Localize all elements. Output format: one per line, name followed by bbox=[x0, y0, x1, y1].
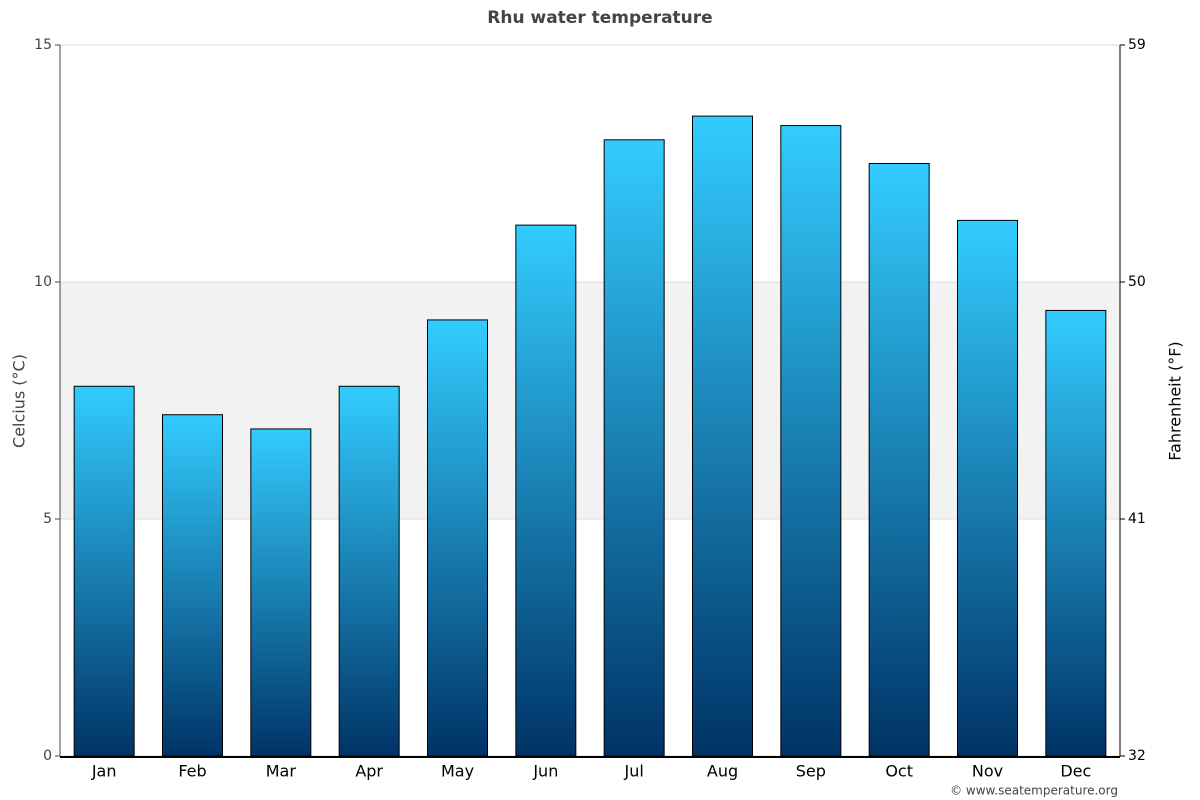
y2-tick-label: 41 bbox=[1128, 511, 1146, 527]
y2-tick-label: 59 bbox=[1128, 37, 1146, 53]
y2-tick-label: 50 bbox=[1128, 274, 1146, 290]
bar bbox=[692, 115, 753, 757]
x-tick-label: Mar bbox=[266, 762, 297, 781]
y-tick-label: 0 bbox=[43, 748, 52, 764]
x-tick-label: Apr bbox=[355, 762, 383, 781]
x-tick-label: Jan bbox=[91, 762, 117, 781]
x-tick-label: Jul bbox=[624, 762, 644, 781]
shaded-band bbox=[60, 282, 1120, 519]
y-tick-label: 10 bbox=[34, 274, 52, 290]
x-tick-label: Nov bbox=[972, 762, 1003, 781]
bar bbox=[957, 219, 1018, 757]
bar bbox=[427, 319, 488, 757]
x-tick-label: Oct bbox=[885, 762, 913, 781]
y2-axis-label: Fahrenheit (°F) bbox=[1166, 341, 1185, 460]
y2-tick-label: 32 bbox=[1128, 748, 1146, 764]
chart-title: Rhu water temperature bbox=[487, 8, 712, 28]
y-axis-label: Celcius (°C) bbox=[10, 354, 29, 448]
bar bbox=[338, 385, 400, 757]
x-tick-label: Feb bbox=[178, 762, 206, 781]
x-tick-label: Dec bbox=[1060, 762, 1091, 781]
x-tick-label: Jun bbox=[532, 762, 558, 781]
bar bbox=[162, 414, 223, 757]
x-tick-label: May bbox=[441, 762, 474, 781]
bar bbox=[73, 385, 135, 757]
bar bbox=[868, 163, 930, 757]
x-tick-label: Sep bbox=[796, 762, 826, 781]
credit: © www.seatemperature.org bbox=[950, 784, 1118, 798]
y-tick-label: 5 bbox=[43, 511, 52, 527]
bar bbox=[250, 428, 312, 757]
bar bbox=[603, 139, 665, 757]
x-tick-label: Aug bbox=[707, 762, 738, 781]
bar bbox=[515, 224, 577, 757]
bar bbox=[780, 125, 842, 757]
y-tick-label: 15 bbox=[34, 37, 52, 53]
bar bbox=[1045, 309, 1107, 757]
